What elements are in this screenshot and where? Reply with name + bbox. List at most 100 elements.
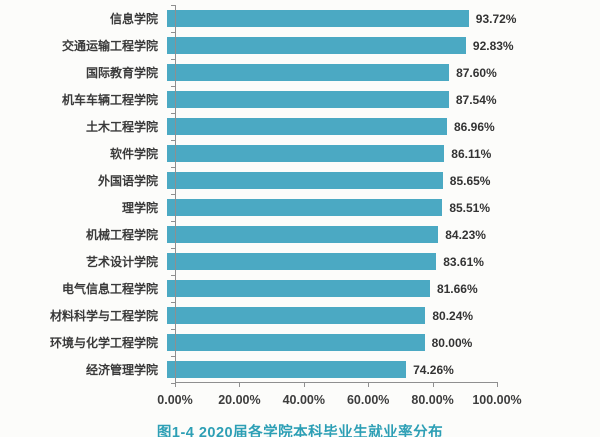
value-label: 80.24% [432,308,474,323]
bar [167,199,443,216]
bar-row: 电气信息工程学院 81.66% [0,275,540,302]
bar [167,10,469,27]
bar-track: 83.61% [167,253,489,270]
category-label: 交通运输工程学院 [61,39,158,53]
bar-row: 交通运输工程学院 92.83% [0,32,540,59]
x-axis-line [175,382,498,383]
y-axis-tick [171,221,175,222]
category-label: 经济管理学院 [85,363,158,377]
value-label: 86.11% [451,146,492,161]
x-axis-tick-label: 20.00% [218,393,261,407]
y-axis-tick [171,140,175,141]
bar-row: 土木工程学院 86.96% [0,113,540,140]
value-label: 92.83% [472,38,514,53]
x-axis-tick [303,382,305,387]
category-label: 电气信息工程学院 [61,282,158,296]
y-axis-tick [171,59,175,60]
y-axis-tick [171,113,175,114]
bar-row: 软件学院 86.11% [0,140,540,167]
value-label: 83.61% [443,254,484,269]
value-label: 80.00% [431,335,473,350]
y-axis-tick [171,194,175,195]
y-axis-tick [171,356,175,357]
x-axis-tick [175,382,176,387]
bar-row: 机车车辆工程学院 87.54% [0,86,540,113]
bar [167,307,426,324]
y-axis-tick [171,5,175,6]
y-axis-tick [171,329,175,330]
bar [167,64,450,81]
category-label: 艺术设计学院 [85,255,158,269]
category-label: 理学院 [121,201,158,215]
bar-track: 86.11% [167,145,492,162]
category-label: 机车车辆工程学院 [61,93,158,107]
x-axis-tick-label: 0.00% [157,393,193,407]
value-label: 87.60% [456,65,497,80]
category-label: 信息学院 [109,12,158,26]
x-axis-tick [239,382,241,387]
bar-rows: 信息学院 93.72% 交通运输工程学院 92.83% 国际教育学院 87.60% 机车车辆… [0,5,540,383]
value-label: 85.65% [449,173,491,188]
bar [167,91,449,108]
bar-row: 经济管理学院 74.26% [0,356,540,383]
y-axis-tick [171,86,175,87]
value-label: 86.96% [454,119,495,134]
category-label: 外国语学院 [97,174,158,188]
bar [167,253,437,270]
value-label: 93.72% [475,11,517,26]
bar-track: 84.23% [167,226,489,243]
value-label: 81.66% [436,281,478,296]
bar-track: 86.96% [167,118,495,135]
bar [167,361,407,378]
x-axis-tick [368,382,370,387]
bar-row: 信息学院 93.72% [0,5,540,32]
bar-track: 87.54% [167,91,497,108]
bar [167,280,430,297]
bar-row: 外国语学院 85.65% [0,167,540,194]
bar-row: 国际教育学院 87.60% [0,59,540,86]
category-label: 环境与化学工程学院 [49,336,158,350]
y-axis-tick [171,248,175,249]
bar-track: 85.65% [167,172,491,189]
x-axis-tick-label: 60.00% [346,393,390,407]
x-axis-tick-label: 100.00% [472,393,522,407]
x-axis-tick-label: 80.00% [411,393,454,407]
category-label: 国际教育学院 [85,66,158,80]
y-axis-tick [171,383,175,384]
category-label: 软件学院 [109,147,158,161]
bar-track: 74.26% [167,361,489,378]
value-label: 84.23% [445,227,486,242]
x-axis-tick [432,382,434,387]
x-axis-tick [497,382,498,387]
bar-track: 92.83% [167,37,514,54]
value-label: 85.51% [449,200,491,215]
y-axis-tick [171,32,175,33]
bar-track: 80.24% [167,307,489,324]
bar [167,172,443,189]
y-axis-line [175,5,176,383]
bar-row: 机械工程学院 84.23% [0,221,540,248]
bar [167,118,447,135]
category-label: 材料科学与工程学院 [49,309,158,323]
y-axis-tick [171,275,175,276]
bar-row: 理学院 85.51% [0,194,540,221]
bar [167,226,439,243]
bar-track: 93.72% [167,10,516,27]
bar [167,37,466,54]
bar [167,334,425,351]
y-axis-tick [171,167,175,168]
bar-track: 81.66% [167,280,489,297]
value-label: 87.54% [455,92,497,107]
x-axis-tick-label: 40.00% [282,393,325,407]
bar-track: 85.51% [167,199,491,216]
category-label: 机械工程学院 [85,228,158,242]
bar-row: 环境与化学工程学院 80.00% [0,329,540,356]
category-label: 土木工程学院 [85,120,158,134]
value-label: 74.26% [413,362,454,377]
y-axis-tick [171,302,175,303]
bar [167,145,445,162]
bar-track: 80.00% [167,334,489,351]
bar-row: 材料科学与工程学院 80.24% [0,302,540,329]
bar-track: 87.60% [167,64,497,81]
